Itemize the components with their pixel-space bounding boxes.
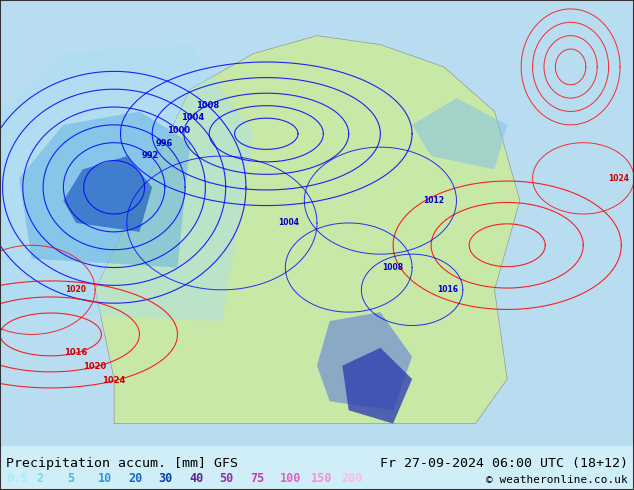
Text: 200: 200: [341, 472, 363, 485]
Text: Precipitation accum. [mm] GFS: Precipitation accum. [mm] GFS: [6, 457, 238, 470]
Text: 150: 150: [311, 472, 332, 485]
Text: 1016: 1016: [65, 348, 87, 358]
Text: 996: 996: [155, 139, 173, 147]
Text: 1016: 1016: [437, 285, 458, 294]
Text: 2: 2: [37, 472, 44, 485]
Text: 1024: 1024: [103, 376, 126, 385]
Text: 1004: 1004: [181, 113, 205, 122]
Text: 1008: 1008: [382, 263, 404, 272]
Text: 30: 30: [158, 472, 172, 485]
Text: 1024: 1024: [608, 174, 630, 183]
Polygon shape: [19, 112, 190, 268]
Polygon shape: [0, 45, 254, 321]
Text: 1012: 1012: [423, 196, 444, 205]
Polygon shape: [412, 98, 507, 170]
Polygon shape: [342, 348, 412, 423]
Text: 1020: 1020: [65, 285, 87, 294]
Text: 1020: 1020: [84, 363, 107, 371]
Text: 1000: 1000: [167, 126, 190, 135]
Text: 5: 5: [67, 472, 74, 485]
Polygon shape: [63, 156, 152, 232]
Text: 1004: 1004: [278, 219, 299, 227]
Text: 1008: 1008: [196, 101, 219, 110]
Text: 10: 10: [98, 472, 112, 485]
Text: 20: 20: [128, 472, 142, 485]
Text: 40: 40: [189, 472, 203, 485]
Text: 992: 992: [141, 151, 158, 160]
Polygon shape: [95, 36, 520, 423]
Text: 50: 50: [219, 472, 233, 485]
Text: 0.5: 0.5: [6, 472, 28, 485]
Text: 100: 100: [280, 472, 302, 485]
Text: 75: 75: [250, 472, 264, 485]
Text: Fr 27-09-2024 06:00 UTC (18+12): Fr 27-09-2024 06:00 UTC (18+12): [380, 457, 628, 470]
Polygon shape: [317, 312, 412, 410]
Text: © weatheronline.co.uk: © weatheronline.co.uk: [486, 475, 628, 485]
